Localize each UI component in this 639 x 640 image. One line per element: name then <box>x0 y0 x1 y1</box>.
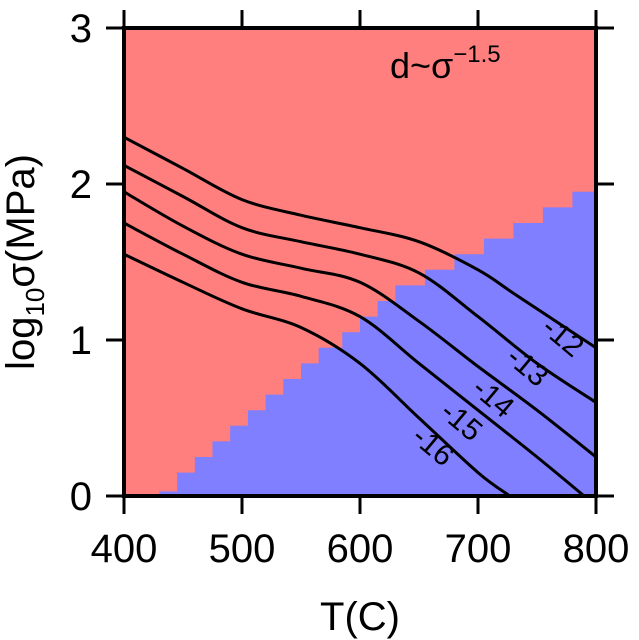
y-tick-label: 3 <box>70 7 92 51</box>
x-tick-label: 500 <box>209 527 276 571</box>
x-axis-label: T(C) <box>320 595 400 639</box>
lower-region <box>124 191 596 497</box>
annotation: d~σ−1.5 <box>390 41 501 86</box>
contour-lines <box>124 135 596 496</box>
y-label-prefix: log <box>0 317 43 370</box>
x-tick-label: 600 <box>327 527 394 571</box>
annotation-base: d~σ <box>390 45 453 86</box>
y-tick-label: 0 <box>70 475 92 519</box>
contour-line <box>124 135 596 350</box>
y-axis-label: log10σ(MPa) <box>0 154 50 370</box>
annotation-exponent: −1.5 <box>453 41 500 68</box>
x-tick-label: 800 <box>563 527 630 571</box>
regions <box>124 28 596 497</box>
ticks <box>106 10 614 514</box>
contour-line <box>124 190 596 459</box>
x-tick-label: 400 <box>91 527 158 571</box>
contour-line <box>124 252 511 496</box>
x-tick-label: 700 <box>445 527 512 571</box>
tick-labels: 400 500 600 700 800 0 1 2 3 <box>70 7 630 571</box>
y-tick-label: 1 <box>70 319 92 363</box>
y-tick-label: 2 <box>70 163 92 207</box>
y-label-suffix: σ(MPa) <box>0 154 43 288</box>
contour-line <box>124 163 596 404</box>
y-label-subscript: 10 <box>20 288 50 317</box>
contour-line <box>124 221 586 496</box>
